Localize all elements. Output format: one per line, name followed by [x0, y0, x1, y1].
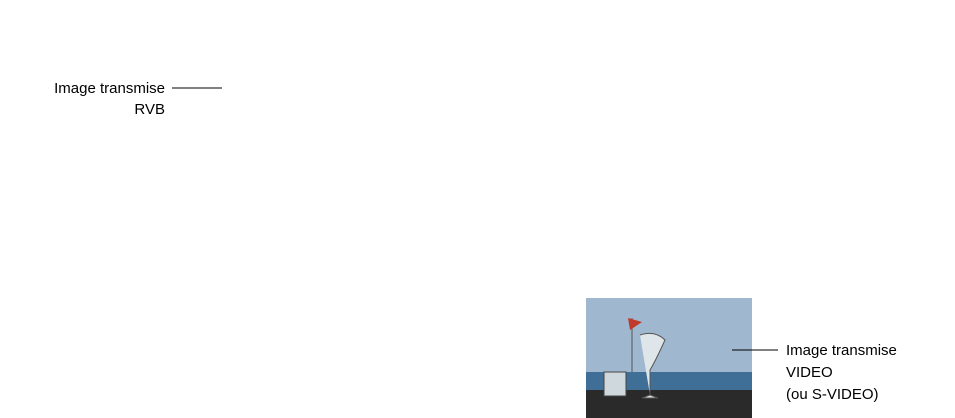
flag: [628, 318, 642, 330]
label: VIDEO: [786, 364, 833, 381]
label: (ou S-VIDEO): [786, 386, 879, 403]
label: RVB: [134, 101, 165, 118]
cup: [603, 371, 627, 397]
video-photo: [586, 298, 752, 418]
glass: [639, 332, 666, 399]
label: Image transmise: [786, 342, 897, 359]
label: Image transmise: [54, 80, 165, 97]
